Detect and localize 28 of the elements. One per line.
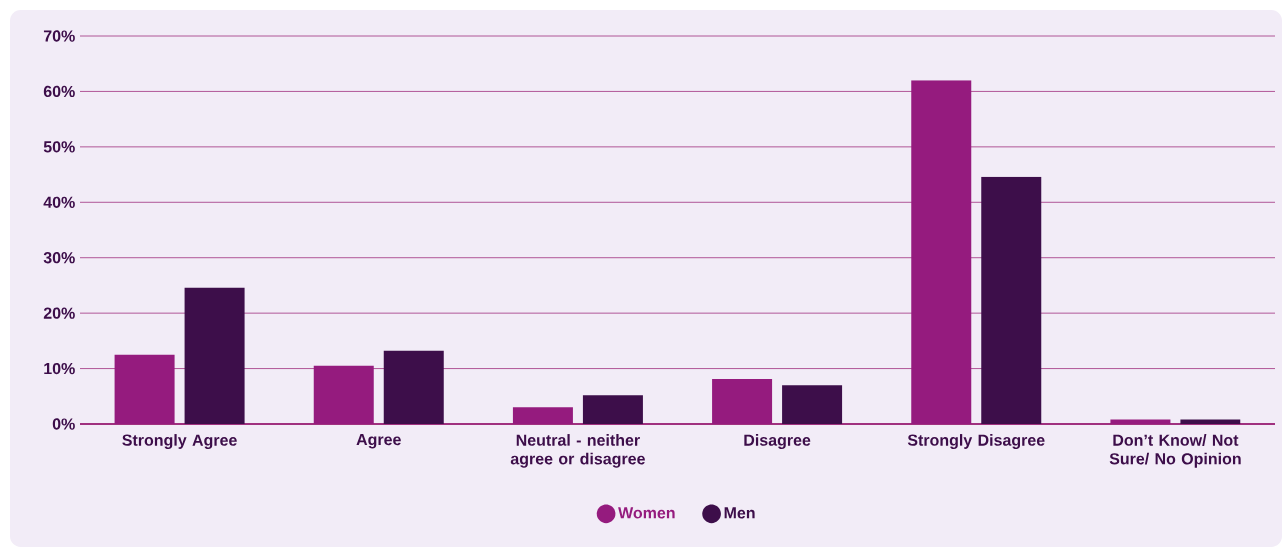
bar (313, 365, 374, 424)
bar (981, 176, 1042, 424)
y-tick-label: 0% (52, 418, 75, 430)
bar (1110, 419, 1171, 424)
y-tick-label: 50% (43, 141, 75, 153)
bar (582, 395, 643, 424)
legend-label: Men (724, 507, 755, 519)
bar (383, 350, 444, 424)
y-tick-label: 10% (44, 362, 75, 375)
bar (114, 354, 175, 424)
y-tick-label: 60% (43, 85, 75, 98)
bar (782, 385, 843, 424)
x-tick-label: Don’t Know/ Not Sure/ No Opinion (1109, 434, 1241, 468)
bar (712, 379, 773, 424)
y-tick-label: 40% (43, 196, 75, 208)
bar (512, 407, 573, 424)
bar (184, 287, 245, 424)
x-tick-label: Agree (356, 434, 401, 449)
bar (1180, 419, 1241, 424)
bar (911, 80, 972, 424)
x-tick-label: Strongly Agree (122, 434, 237, 450)
y-tick-label: 20% (43, 307, 75, 319)
y-tick-label: 30% (43, 252, 75, 264)
x-tick-label: Strongly Disagree (907, 434, 1045, 450)
y-tick-label: 70% (43, 30, 75, 42)
x-tick-label: Disagree (744, 434, 811, 450)
legend-label: Women (618, 507, 675, 519)
x-tick-label: Neutral - neither agree or disagree (510, 434, 645, 468)
